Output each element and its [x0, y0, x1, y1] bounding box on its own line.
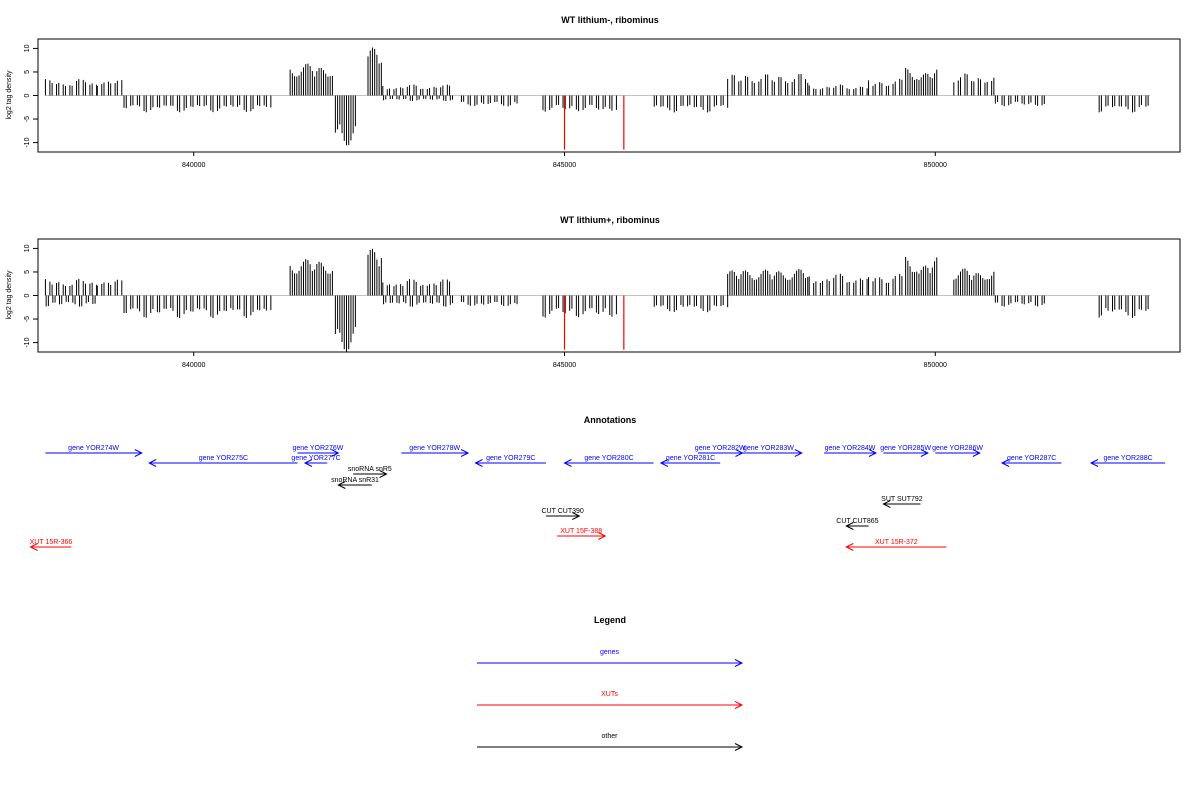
- bars-2: [44, 248, 1151, 352]
- y-tick-label: -5: [24, 316, 31, 322]
- feature-arrowhead: [460, 449, 470, 457]
- feature-label: gene YOR280C: [584, 455, 633, 462]
- feature-label: XUT 15R-366: [30, 539, 73, 546]
- feature-label: gene YOR278W: [409, 445, 460, 452]
- legend-label: other: [602, 733, 619, 740]
- legend-arrowhead: [734, 659, 744, 667]
- y-tick-label: 0: [24, 293, 31, 297]
- feature-label: gene YOR287C: [1007, 455, 1056, 462]
- feature-label: XUT 15R-372: [875, 539, 918, 546]
- feature-label: gene YOR277C: [291, 455, 340, 462]
- y-tick-label: -10: [24, 337, 31, 347]
- feature-arrowhead: [337, 481, 346, 489]
- x-tick-label: 845000: [553, 362, 576, 369]
- bars-1: [44, 47, 1151, 150]
- legend-arrowhead: [734, 701, 744, 709]
- track-title-2: WT lithium+, ribominus: [560, 215, 660, 225]
- feature-label: SUT SUT792: [881, 496, 923, 503]
- feature-label: gene YOR283W: [743, 445, 794, 452]
- feature-arrowhead: [1000, 459, 1010, 467]
- feature-label: gene YOR274W: [68, 445, 119, 452]
- y-tick-label: -5: [24, 116, 31, 122]
- legend-label: genes: [600, 649, 620, 656]
- feature-arrowhead: [29, 543, 38, 551]
- feature-arrowhead: [474, 459, 483, 467]
- legend-label: XUTs: [601, 691, 618, 698]
- feature-arrowhead: [331, 449, 340, 457]
- feature-label: snoRNA snR31: [331, 477, 379, 484]
- x-tick-label: 840000: [182, 162, 205, 169]
- x-tick-label: 840000: [182, 362, 205, 369]
- legend-arrowhead: [734, 743, 744, 751]
- feature-arrows: gene YOR274W gene YOR275C gene YOR276W gene…: [29, 445, 1166, 551]
- feature-label: gene YOR284W: [825, 445, 876, 452]
- feature-label: CUT CUT865: [836, 518, 878, 525]
- x-tick-label: 850000: [924, 162, 947, 169]
- feature-arrowhead: [563, 459, 572, 467]
- annotations-title: Annotations: [584, 415, 637, 425]
- feature-label: XUT 15F-388: [560, 528, 602, 535]
- y-tick-label: 10: [24, 244, 31, 252]
- feature-arrowhead: [572, 512, 581, 520]
- feature-arrowhead: [303, 459, 313, 467]
- feature-arrowhead: [148, 459, 157, 467]
- feature-arrowhead: [845, 543, 854, 551]
- feature-label: gene YOR282W: [695, 445, 746, 452]
- y-tick-label: 10: [24, 44, 31, 52]
- feature-label: gene YOR275C: [199, 455, 248, 462]
- feature-arrowhead: [134, 449, 143, 457]
- feature-arrowhead: [882, 500, 891, 508]
- y-axis-label-1: log2 tag density: [6, 70, 13, 120]
- x-axis-1: 840000 845000 850000: [182, 152, 947, 169]
- y-tick-label: -10: [24, 137, 31, 147]
- legend-title: Legend: [594, 615, 626, 625]
- y-axis-1: -10 -5 0 5 10: [24, 44, 38, 148]
- y-axis-label-2: log2 tag density: [6, 270, 13, 320]
- feature-arrowhead: [868, 449, 878, 457]
- feature-arrowhead: [379, 470, 388, 478]
- feature-label: gene YOR286W: [932, 445, 983, 452]
- y-tick-label: 5: [24, 270, 31, 274]
- feature-label: gene YOR288C: [1103, 455, 1152, 462]
- feature-label: gene YOR279C: [486, 455, 535, 462]
- feature-arrowhead: [659, 459, 669, 467]
- track-title-1: WT lithium-, ribominus: [561, 15, 659, 25]
- feature-arrowhead: [972, 449, 981, 457]
- y-tick-label: 5: [24, 70, 31, 74]
- x-tick-label: 845000: [553, 162, 576, 169]
- feature-label: gene YOR276W: [293, 445, 344, 452]
- feature-arrowhead: [845, 522, 854, 530]
- x-tick-label: 850000: [924, 362, 947, 369]
- feature-label: gene YOR285W: [880, 445, 931, 452]
- feature-arrowhead: [794, 449, 803, 457]
- feature-arrowhead: [598, 532, 607, 540]
- legend-panel: Legend genes XUTs other: [477, 615, 744, 751]
- legend-items: genes XUTs other: [477, 649, 744, 751]
- feature-arrowhead: [1089, 459, 1099, 467]
- y-tick-label: 0: [24, 93, 31, 97]
- feature-label: CUT CUT390: [542, 508, 584, 515]
- feature-label: gene YOR281C: [666, 455, 715, 462]
- y-axis-2: -10 -5 0 5 10: [24, 244, 38, 348]
- feature-arrowhead: [920, 449, 929, 457]
- x-axis-2: 840000 845000 850000: [182, 352, 947, 369]
- feature-label: snoRNA snR5: [348, 466, 392, 473]
